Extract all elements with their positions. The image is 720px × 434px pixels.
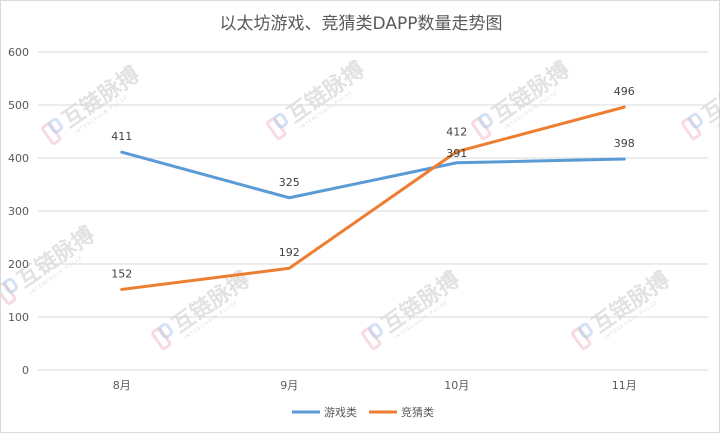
legend-label: 游戏类 [324,405,357,419]
legend-item-0: 游戏类 [292,405,357,419]
x-tick-label: 8月 [113,379,131,392]
watermark-logo-icon [688,112,703,129]
series-lines [120,105,626,291]
gridlines [38,51,708,371]
data-label: 325 [279,176,300,189]
watermark-logo-icon [1,282,17,305]
data-labels: 411 325 391 398 152 192 412 496 [111,85,635,280]
watermark-logo-icon [273,112,288,129]
watermark-text: 互链脉搏 [58,62,145,134]
watermark-logo-icon [478,112,493,129]
watermark-text: 互链脉搏 [698,57,720,129]
data-label: 411 [111,130,132,143]
axes: 0 100 200 300 400 500 600 8月 9月 10月 11月 [8,46,637,392]
watermark-text: 互链脉搏 [378,267,465,339]
watermark-logo-icon [3,277,18,294]
y-tick-label: 100 [8,311,29,324]
x-tick-label: 9月 [280,379,298,392]
chart-title: 以太坊游戏、竞猜类DAPP数量走势图 [220,14,503,34]
watermark-logo-icon [158,322,173,339]
watermark-logo-icon [48,117,63,134]
y-tick-label: 300 [8,205,29,218]
y-tick-label: 600 [8,46,29,59]
data-label: 412 [446,126,467,139]
legend: 游戏类 竞猜类 [292,405,434,419]
watermark-text: 互链脉搏 [488,57,575,129]
y-tick-label: 500 [8,99,29,112]
data-label: 152 [111,267,132,280]
y-tick-label: 400 [8,152,29,165]
x-tick-label: 11月 [612,379,637,392]
data-label: 496 [614,85,635,98]
legend-label: 竞猜类 [401,405,434,419]
y-tick-label: 200 [8,258,29,271]
data-label: 391 [446,147,467,160]
watermark-text: 互链脉搏 [283,57,370,129]
data-label: 398 [614,137,635,150]
series-line-0 [120,150,626,200]
series-line-1 [120,105,626,291]
legend-item-1: 竞猜类 [369,405,434,419]
data-label: 192 [279,246,300,259]
watermark-logo-icon [368,322,383,339]
y-tick-label: 0 [22,364,29,377]
watermark-text: 互链脉搏 [588,267,675,339]
watermark-logo-icon [578,322,593,339]
x-tick-label: 10月 [444,379,469,392]
